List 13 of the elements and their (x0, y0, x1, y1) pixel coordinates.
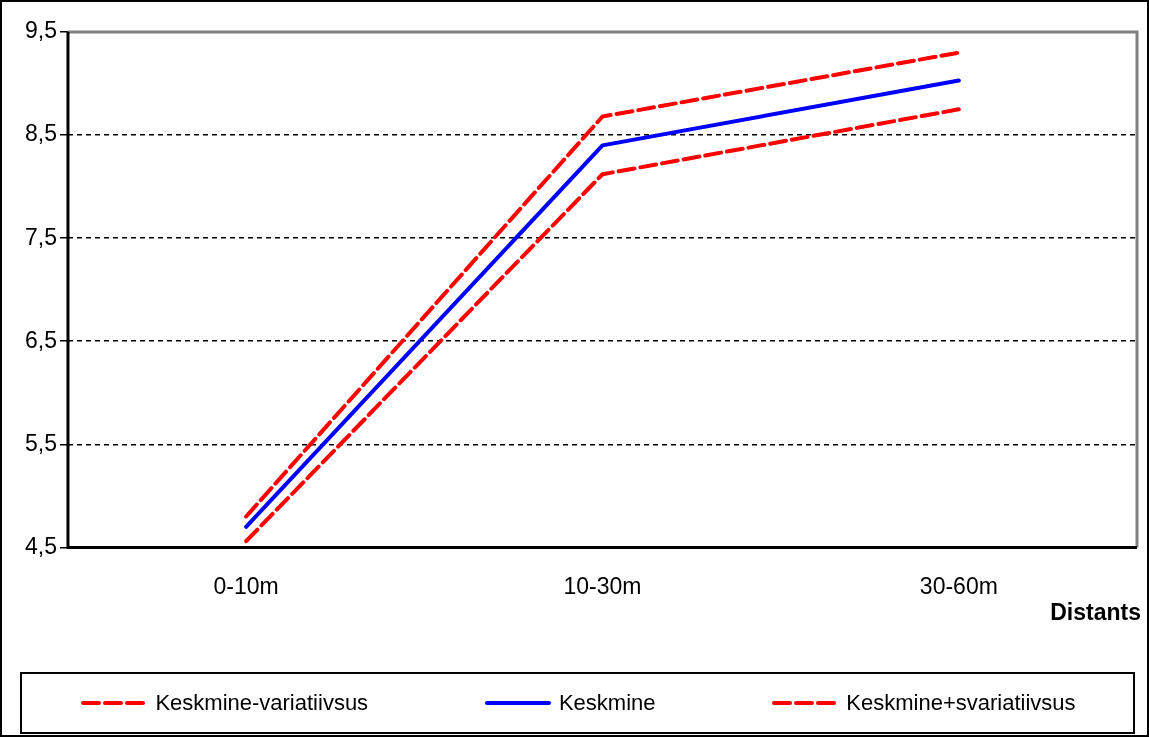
y-tick-label: 8,5 (24, 120, 57, 147)
legend-label: Keskmine (558, 690, 656, 716)
y-tick-label: 6,5 (24, 326, 57, 353)
x-tick-label: 0-10m (213, 572, 279, 599)
y-tick-label: 4,5 (24, 532, 57, 559)
x-tick-label: 30-60m (919, 572, 998, 599)
y-tick-label: 9,5 (24, 17, 57, 44)
x-axis-title: Distants (1050, 598, 1141, 625)
y-tick-label: 5,5 (24, 429, 57, 456)
y-tick-label: 7,5 (24, 223, 57, 250)
legend-label: Keskmine-variatiivsus (155, 690, 369, 716)
x-tick-label: 10-30m (563, 572, 642, 599)
legend-label: Keskmine+svariatiivsus (846, 690, 1076, 716)
